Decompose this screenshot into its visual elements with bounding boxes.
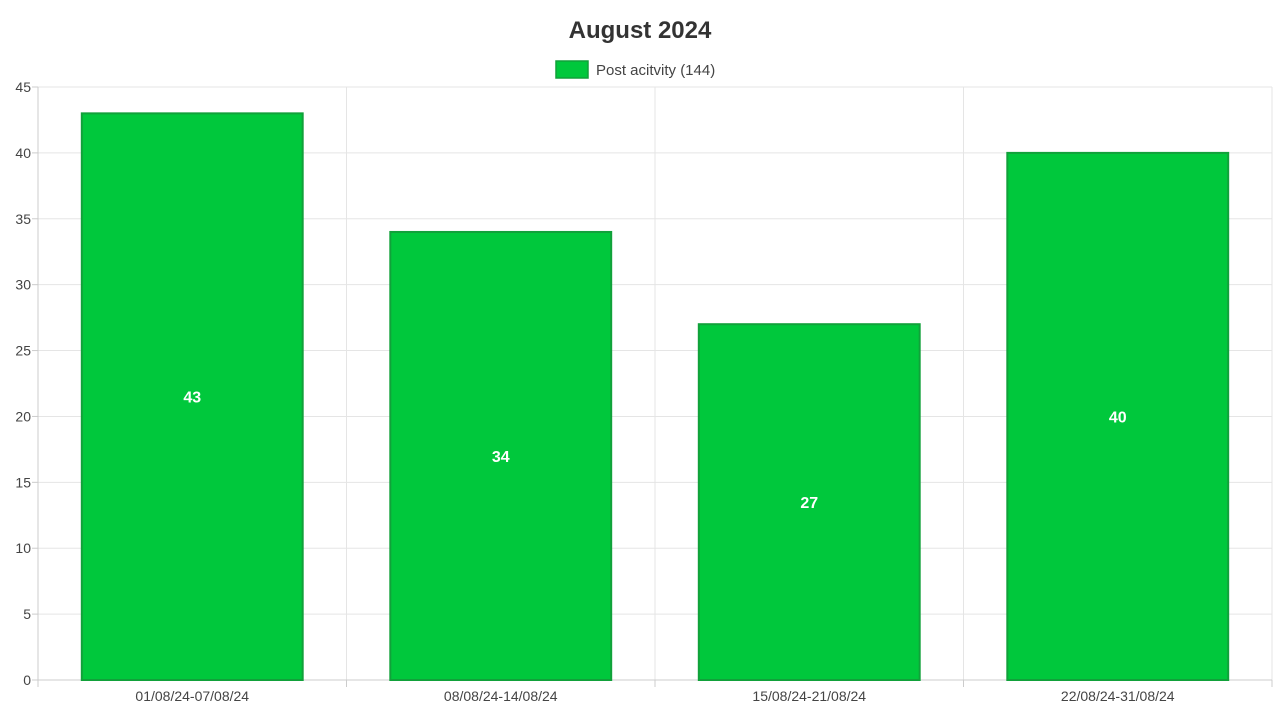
data-labels: 43 34 27 40 <box>183 390 1126 512</box>
y-tick-label: 5 <box>23 606 31 622</box>
bar-value-label: 27 <box>800 495 818 512</box>
x-tick-label: 22/08/24-31/08/24 <box>1061 688 1175 704</box>
bar-1[interactable] <box>80 112 304 682</box>
legend[interactable]: Post acitvity (144) <box>555 60 715 79</box>
bar-value-label: 34 <box>492 449 510 466</box>
bar-4[interactable] <box>1006 151 1230 681</box>
y-tick-label: 10 <box>15 540 31 556</box>
y-tick-label: 20 <box>15 408 31 424</box>
bars <box>80 112 1230 682</box>
x-tick-label: 08/08/24-14/08/24 <box>444 688 558 704</box>
chart-title: August 2024 <box>569 17 712 44</box>
y-tick-label: 15 <box>15 474 31 490</box>
bar-3[interactable] <box>697 323 921 681</box>
x-tick-label: 01/08/24-07/08/24 <box>135 688 249 704</box>
bar-value-label: 43 <box>183 390 201 407</box>
y-tick-label: 30 <box>15 277 31 293</box>
legend-swatch[interactable] <box>555 60 589 79</box>
bar-2[interactable] <box>389 230 613 681</box>
y-tick-label: 45 <box>15 79 31 95</box>
y-tick-label: 35 <box>15 211 31 227</box>
y-tick-label: 40 <box>15 145 31 161</box>
legend-label[interactable]: Post acitvity (144) <box>596 62 715 79</box>
y-tick-label: 25 <box>15 343 31 359</box>
tick-labels: 0 5 10 15 20 25 30 35 40 45 01/08/24-07/08/24 08/08… <box>15 79 1174 704</box>
y-tick-label: 0 <box>23 672 31 688</box>
x-tick-label: 15/08/24-21/08/24 <box>752 688 866 704</box>
bar-value-label: 40 <box>1109 409 1127 426</box>
